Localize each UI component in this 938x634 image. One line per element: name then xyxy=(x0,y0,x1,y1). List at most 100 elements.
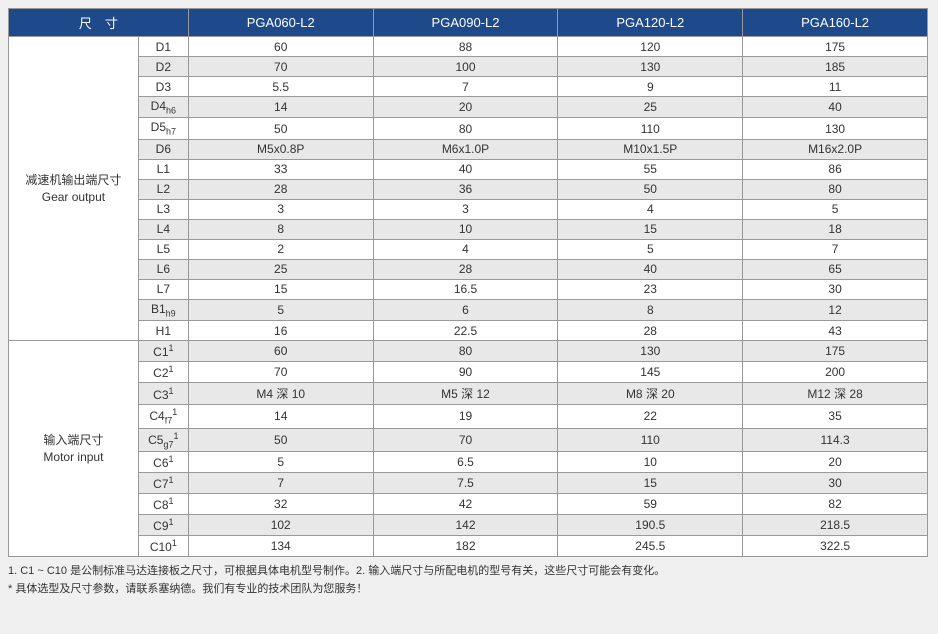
data-cell: 82 xyxy=(743,493,928,514)
data-cell: 3 xyxy=(373,199,558,219)
data-cell: 60 xyxy=(188,341,373,362)
data-cell: 25 xyxy=(558,97,743,118)
data-cell: 2 xyxy=(188,239,373,259)
param-label: C11 xyxy=(138,341,188,362)
table-row: H11622.52843 xyxy=(9,321,928,341)
data-cell: 130 xyxy=(558,57,743,77)
data-cell: 33 xyxy=(188,159,373,179)
data-cell: 10 xyxy=(558,451,743,472)
data-cell: 80 xyxy=(373,118,558,139)
table-row: D5h75080110130 xyxy=(9,118,928,139)
data-cell: 16 xyxy=(188,321,373,341)
data-cell: 42 xyxy=(373,493,558,514)
param-label: L6 xyxy=(138,259,188,279)
data-cell: 30 xyxy=(743,279,928,299)
table-row: L133405586 xyxy=(9,159,928,179)
data-cell: M4 深 10 xyxy=(188,383,373,405)
data-cell: 35 xyxy=(743,405,928,428)
data-cell: 20 xyxy=(743,451,928,472)
footnote-1: 1. C1 ~ C10 是公制标准马达连接板之尺寸，可根据具体电机型号制作。2.… xyxy=(8,563,928,581)
param-label: L2 xyxy=(138,179,188,199)
data-cell: 11 xyxy=(743,77,928,97)
data-cell: 142 xyxy=(373,514,558,535)
header-model-2: PGA120-L2 xyxy=(558,9,743,37)
data-cell: 175 xyxy=(743,341,928,362)
data-cell: 182 xyxy=(373,535,558,556)
data-cell: 102 xyxy=(188,514,373,535)
table-row: L33345 xyxy=(9,199,928,219)
table-row: L71516.52330 xyxy=(9,279,928,299)
table-row: 减速机输出端尺寸Gear outputD16088120175 xyxy=(9,37,928,57)
data-cell: 8 xyxy=(188,219,373,239)
param-label: D2 xyxy=(138,57,188,77)
data-cell: 6 xyxy=(373,299,558,320)
data-cell: M5 深 12 xyxy=(373,383,558,405)
data-cell: M10x1.5P xyxy=(558,139,743,159)
param-label: C21 xyxy=(138,362,188,383)
param-label: L7 xyxy=(138,279,188,299)
data-cell: 90 xyxy=(373,362,558,383)
table-row: C101134182245.5322.5 xyxy=(9,535,928,556)
data-cell: 40 xyxy=(373,159,558,179)
param-label: D4h6 xyxy=(138,97,188,118)
table-row: C6156.51020 xyxy=(9,451,928,472)
param-label: D5h7 xyxy=(138,118,188,139)
table-row: 输入端尺寸Motor inputC116080130175 xyxy=(9,341,928,362)
data-cell: 20 xyxy=(373,97,558,118)
data-cell: 7 xyxy=(743,239,928,259)
data-cell: 175 xyxy=(743,37,928,57)
header-row: 尺 寸 PGA060-L2 PGA090-L2 PGA120-L2 PGA160… xyxy=(9,9,928,37)
data-cell: 9 xyxy=(558,77,743,97)
data-cell: 6.5 xyxy=(373,451,558,472)
data-cell: 14 xyxy=(188,405,373,428)
header-model-0: PGA060-L2 xyxy=(188,9,373,37)
param-label: C71 xyxy=(138,472,188,493)
spec-table: 尺 寸 PGA060-L2 PGA090-L2 PGA120-L2 PGA160… xyxy=(8,8,928,557)
data-cell: 110 xyxy=(558,118,743,139)
param-label: C31 xyxy=(138,383,188,405)
data-cell: 130 xyxy=(743,118,928,139)
data-cell: 15 xyxy=(188,279,373,299)
data-cell: 32 xyxy=(188,493,373,514)
data-cell: 43 xyxy=(743,321,928,341)
data-cell: 50 xyxy=(188,118,373,139)
data-cell: M6x1.0P xyxy=(373,139,558,159)
data-cell: 145 xyxy=(558,362,743,383)
data-cell: 5 xyxy=(188,451,373,472)
header-model-3: PGA160-L2 xyxy=(743,9,928,37)
header-model-1: PGA090-L2 xyxy=(373,9,558,37)
param-label: L4 xyxy=(138,219,188,239)
data-cell: 80 xyxy=(373,341,558,362)
data-cell: 59 xyxy=(558,493,743,514)
param-label: B1h9 xyxy=(138,299,188,320)
data-cell: 40 xyxy=(558,259,743,279)
data-cell: 15 xyxy=(558,472,743,493)
data-cell: 200 xyxy=(743,362,928,383)
param-label: H1 xyxy=(138,321,188,341)
param-label: D1 xyxy=(138,37,188,57)
data-cell: 65 xyxy=(743,259,928,279)
data-cell: 10 xyxy=(373,219,558,239)
data-cell: 245.5 xyxy=(558,535,743,556)
spec-table-container: 尺 寸 PGA060-L2 PGA090-L2 PGA120-L2 PGA160… xyxy=(8,8,928,557)
section-label: 减速机输出端尺寸Gear output xyxy=(9,37,139,341)
data-cell: 134 xyxy=(188,535,373,556)
data-cell: 5 xyxy=(743,199,928,219)
table-row: D4h614202540 xyxy=(9,97,928,118)
table-row: L52457 xyxy=(9,239,928,259)
param-label: C81 xyxy=(138,493,188,514)
data-cell: 70 xyxy=(188,362,373,383)
data-cell: 60 xyxy=(188,37,373,57)
data-cell: 218.5 xyxy=(743,514,928,535)
data-cell: 16.5 xyxy=(373,279,558,299)
data-cell: 28 xyxy=(558,321,743,341)
param-label: C101 xyxy=(138,535,188,556)
data-cell: 5 xyxy=(188,299,373,320)
data-cell: 28 xyxy=(373,259,558,279)
table-row: C217090145200 xyxy=(9,362,928,383)
param-label: L1 xyxy=(138,159,188,179)
data-cell: 114.3 xyxy=(743,428,928,451)
data-cell: 7 xyxy=(188,472,373,493)
data-cell: 190.5 xyxy=(558,514,743,535)
data-cell: 70 xyxy=(373,428,558,451)
